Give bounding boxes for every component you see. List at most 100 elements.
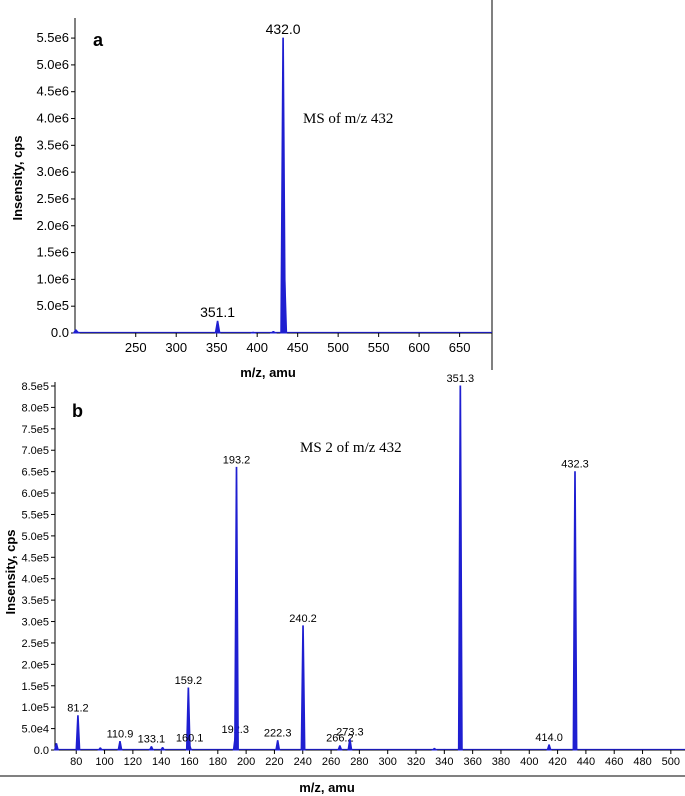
- panel-a-letter: a: [93, 30, 104, 50]
- y-tick-label: 0.0: [34, 745, 49, 757]
- y-tick-label: 1.0e5: [21, 702, 49, 714]
- spectrum-peak: [300, 625, 306, 751]
- spectrum-peak: [97, 747, 104, 751]
- x-tick-label: 240: [294, 756, 312, 768]
- panel-b-axes: 0.0 5.0e4 1.0e5 1.5e5 2.0e5 2.5e5 3.0e5 3.5e5 4.…: [21, 373, 685, 768]
- spectrum-peak: [75, 715, 81, 751]
- y-tick-label: 5.5e6: [36, 30, 69, 45]
- spectrum-peak: [546, 744, 552, 751]
- y-tick-label: 5.0e6: [36, 57, 69, 72]
- spectrum-peak: [250, 331, 256, 334]
- spectrum-peak: [431, 747, 438, 751]
- y-tick-label: 3.0e5: [21, 617, 49, 629]
- x-tick-label: 80: [70, 756, 82, 768]
- x-tick-label: 600: [408, 340, 430, 355]
- y-tick-label: 5.0e5: [21, 531, 49, 543]
- x-tick-label: 550: [368, 340, 390, 355]
- peak-label: 133.1: [138, 734, 166, 746]
- peak-label: 351.1: [200, 304, 235, 320]
- x-tick-label: 400: [520, 756, 538, 768]
- y-tick-label: 6.0e5: [21, 488, 49, 500]
- y-tick-label: 2.0e6: [36, 218, 69, 233]
- peak-label: 414.0: [535, 732, 563, 744]
- peak-label: 432.3: [561, 459, 589, 471]
- peak-label: 81.2: [67, 703, 88, 715]
- spectrum-peak: [53, 743, 59, 751]
- panel-a-ylabel: Insensity, cps: [10, 135, 25, 220]
- x-tick-label: 500: [662, 756, 680, 768]
- y-tick-label: 3.5e6: [36, 137, 69, 152]
- y-tick-label: 3.0e6: [36, 164, 69, 179]
- y-tick-label: 8.5e5: [21, 381, 49, 393]
- x-tick-label: 320: [407, 756, 425, 768]
- panel-b-ylabel: Insensity, cps: [3, 529, 18, 614]
- spectrum-peak: [269, 330, 278, 334]
- spectrum-peak: [347, 738, 353, 751]
- y-tick-label: 2.0e5: [21, 659, 49, 671]
- peak-label: 193.2: [223, 454, 251, 466]
- peak-label: 159.2: [175, 675, 203, 687]
- x-tick-label: 460: [605, 756, 623, 768]
- x-tick-label: 650: [449, 340, 471, 355]
- peak-label: 240.2: [289, 613, 317, 625]
- y-tick-label: 7.5e5: [21, 424, 49, 436]
- x-tick-label: 450: [287, 340, 309, 355]
- spectrum-peak: [281, 268, 288, 334]
- x-tick-label: 280: [350, 756, 368, 768]
- spectrum-peak: [148, 746, 155, 751]
- peak-label: 432.0: [266, 21, 301, 37]
- y-tick-label: 0.0: [51, 325, 69, 340]
- x-tick-label: 260: [322, 756, 340, 768]
- x-tick-label: 100: [95, 756, 113, 768]
- x-tick-label: 200: [237, 756, 255, 768]
- spectrum-peak: [337, 745, 343, 751]
- peak-label: 351.3: [447, 373, 475, 385]
- panel-b-letter: b: [72, 401, 83, 421]
- x-tick-label: 220: [265, 756, 283, 768]
- x-tick-label: 300: [165, 340, 187, 355]
- y-tick-label: 6.5e5: [21, 467, 49, 479]
- peak-label: 160.1: [176, 733, 204, 745]
- x-tick-label: 360: [463, 756, 481, 768]
- panel-b-annotation: MS 2 of m/z 432: [300, 440, 402, 456]
- panel-a-xlabel: m/z, amu: [240, 365, 296, 380]
- y-tick-label: 3.5e5: [21, 595, 49, 607]
- panel-a-chart: 0.0 5.0e5 1.0e6 1.5e6 2.0e6 2.5e6 3.0e6 3.5e6 4.…: [10, 0, 493, 380]
- y-tick-label: 8.0e5: [21, 402, 49, 414]
- spectrum-peak: [234, 466, 239, 751]
- y-tick-label: 1.5e6: [36, 245, 69, 260]
- x-tick-label: 350: [206, 340, 228, 355]
- x-tick-label: 400: [246, 340, 268, 355]
- spectrum-peak: [572, 471, 578, 751]
- x-tick-label: 440: [577, 756, 595, 768]
- x-tick-label: 500: [327, 340, 349, 355]
- y-tick-label: 1.0e6: [36, 271, 69, 286]
- y-tick-label: 5.0e5: [36, 298, 69, 313]
- y-tick-label: 4.0e6: [36, 111, 69, 126]
- spectrum-peak: [457, 385, 463, 751]
- spectrum-peak: [275, 740, 281, 751]
- x-tick-label: 420: [548, 756, 566, 768]
- y-tick-label: 4.5e6: [36, 84, 69, 99]
- spectrum-peak: [186, 745, 193, 751]
- panel-b-chart: 0.0 5.0e4 1.0e5 1.5e5 2.0e5 2.5e5 3.0e5 3.5e5 4.…: [0, 373, 685, 795]
- x-tick-label: 480: [633, 756, 651, 768]
- x-tick-label: 300: [379, 756, 397, 768]
- peak-label: 266.2: [326, 733, 354, 745]
- y-tick-label: 2.5e6: [36, 191, 69, 206]
- x-tick-label: 140: [152, 756, 170, 768]
- peak-label: 222.3: [264, 728, 292, 740]
- y-tick-label: 2.5e5: [21, 638, 49, 650]
- spectrum-peak: [214, 320, 221, 334]
- x-tick-label: 340: [435, 756, 453, 768]
- x-tick-label: 160: [180, 756, 198, 768]
- x-tick-label: 120: [124, 756, 142, 768]
- x-tick-label: 380: [492, 756, 510, 768]
- y-tick-label: 4.5e5: [21, 552, 49, 564]
- x-tick-label: 180: [209, 756, 227, 768]
- y-tick-label: 5.5e5: [21, 509, 49, 521]
- x-tick-label: 250: [125, 340, 147, 355]
- spectrum-peak: [117, 740, 123, 751]
- spectrum-peak: [73, 330, 81, 334]
